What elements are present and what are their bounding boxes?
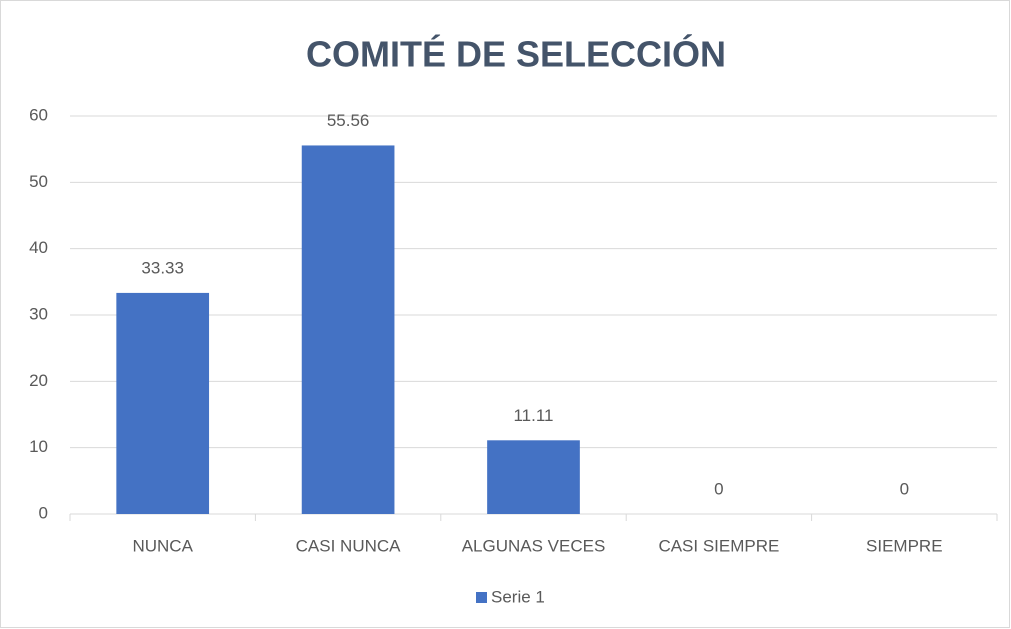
y-tick-label: 20 [29,371,48,390]
bar [301,145,395,514]
y-tick-label: 30 [29,304,48,323]
y-tick-label: 10 [29,437,48,456]
x-tick-label: CASI NUNCA [296,536,402,555]
legend-label: Serie 1 [491,587,545,606]
data-label: 0 [900,479,909,498]
y-tick-label: 50 [29,172,48,191]
x-tick-label: NUNCA [132,536,193,555]
y-tick-label: 40 [29,238,48,257]
chart-title: COMITÉ DE SELECCIÓN [306,33,726,75]
bar [116,292,210,514]
data-label: 11.11 [513,406,553,425]
bar [487,440,580,514]
data-label: 33.33 [141,258,184,277]
data-label: 0 [714,479,723,498]
x-tick-label: CASI SIEMPRE [658,536,779,555]
data-label: 55.56 [327,111,370,130]
x-tick-label: ALGUNAS VECES [462,536,606,555]
y-tick-label: 60 [29,105,48,124]
legend-swatch [476,592,487,603]
x-tick-label: SIEMPRE [866,536,943,555]
y-tick-label: 0 [39,503,48,522]
